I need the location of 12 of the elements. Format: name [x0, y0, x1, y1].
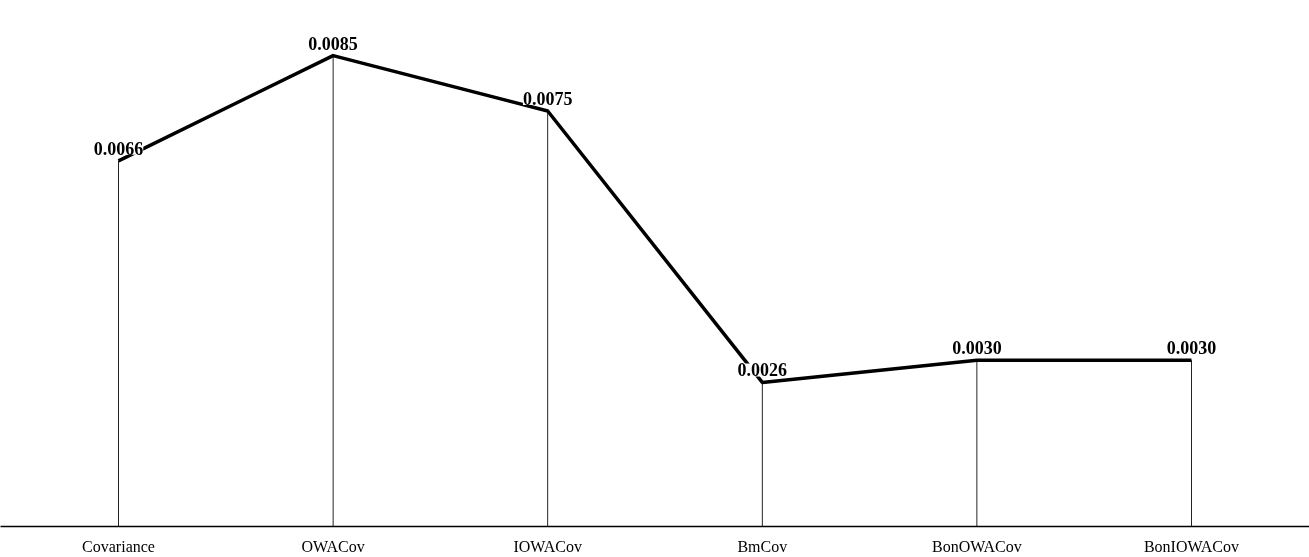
- data-label: 0.0030: [1166, 338, 1217, 359]
- data-label: 0.0085: [308, 33, 358, 54]
- data-label: 0.0030: [952, 338, 1002, 359]
- x-tick-label: BmCov: [737, 537, 788, 555]
- x-tick-label: OWACov: [301, 537, 365, 555]
- data-label: 0.0066: [93, 138, 144, 159]
- x-tick-label: BonOWACov: [931, 537, 1022, 555]
- x-tick-label: BonIOWACov: [1143, 537, 1240, 555]
- data-label: 0.0075: [522, 88, 573, 109]
- data-label: 0.0026: [737, 360, 788, 381]
- x-tick-label: IOWACov: [513, 537, 582, 555]
- x-tick-label: Covariance: [82, 537, 155, 555]
